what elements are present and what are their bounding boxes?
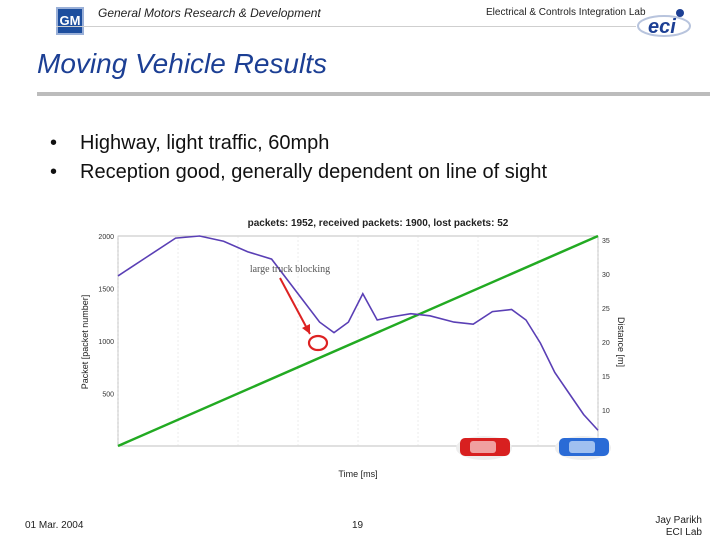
eci-logo: eci — [637, 9, 691, 38]
header-divider — [56, 26, 636, 27]
right-tick-label: 10 — [602, 408, 610, 415]
left-tick-label: 1500 — [98, 287, 114, 294]
bullet-item: • Reception good, generally dependent on … — [50, 161, 548, 183]
red-car-icon — [456, 436, 512, 460]
series-line-0 — [117, 234, 599, 448]
right-tick-label: 35 — [602, 238, 610, 245]
series-group — [117, 234, 599, 448]
left-tick-label: 1000 — [98, 339, 114, 346]
left-tick-label: 2000 — [98, 234, 114, 241]
annotation-arrow — [279, 277, 311, 335]
left-tick-label: 500 — [102, 392, 114, 399]
blue-car-icon — [555, 436, 611, 460]
x-axis-label: Time [ms] — [338, 469, 377, 479]
gm-logo: GM — [56, 7, 84, 35]
series-line-1 — [117, 235, 599, 431]
right-tick-label: 25 — [602, 306, 610, 313]
eci-logo-text: eci — [648, 16, 676, 38]
title-underline — [37, 92, 710, 96]
packet-chart: packets: 1952, received packets: 1900, l… — [80, 218, 626, 479]
right-tick-label: 20 — [602, 340, 610, 347]
annotation-text: large truck blocking — [250, 264, 330, 275]
slide-title: Moving Vehicle Results — [37, 48, 327, 79]
bullet-list: • Highway, light traffic, 60mph • Receptio… — [50, 132, 547, 190]
right-tick-label: 30 — [602, 272, 610, 279]
left-ticks: 2000 1500 1000 500 — [98, 234, 114, 399]
annotation-circle — [307, 334, 329, 352]
page-number: 19 — [352, 520, 364, 531]
y2-axis-label: Distance [m] — [616, 317, 626, 367]
y-axis-label: Packet [packet number] — [80, 295, 90, 390]
bullet-text: Highway, light traffic, 60mph — [80, 132, 330, 154]
chart-title: packets: 1952, received packets: 1900, l… — [248, 218, 509, 229]
bullet-text: Reception good, generally dependent on l… — [80, 161, 548, 183]
org-name: General Motors Research & Development — [98, 6, 321, 20]
footer-date: 01 Mar. 2004 — [25, 520, 84, 531]
author-lab: ECI Lab — [665, 527, 702, 538]
right-tick-label: 15 — [602, 374, 610, 381]
author-name: Jay Parikh — [655, 515, 702, 526]
footer-author: Jay Parikh ECI Lab — [620, 515, 702, 539]
annotation-arrowhead — [302, 324, 310, 334]
bullet-item: • Highway, light traffic, 60mph — [50, 132, 330, 154]
right-ticks: 35 30 25 20 15 10 — [602, 238, 610, 415]
lab-name: Electrical & Controls Integration Lab — [486, 7, 646, 18]
